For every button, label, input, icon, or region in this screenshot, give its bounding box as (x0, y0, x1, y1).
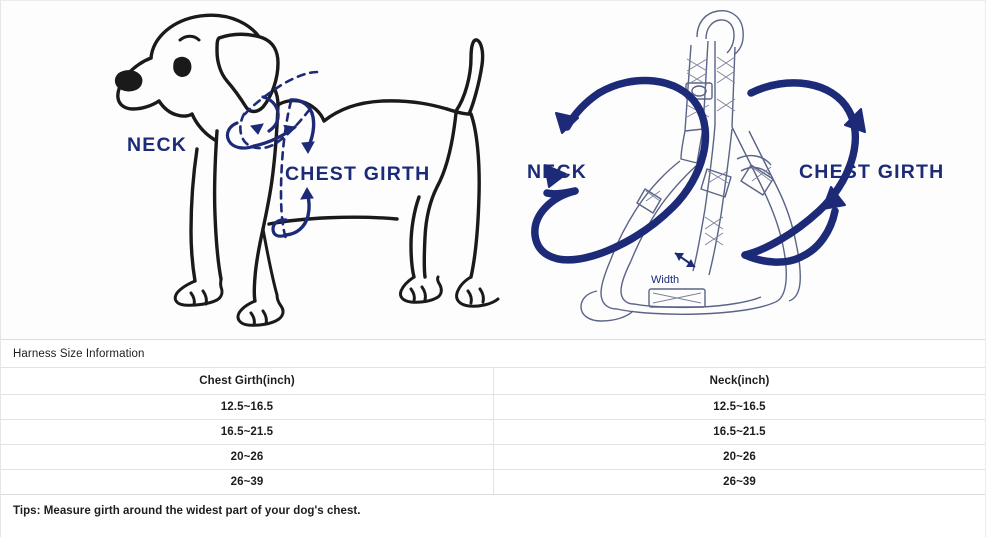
chest-arrow-lower-head (300, 186, 314, 200)
chest-loop-arrow-head-down (844, 108, 866, 133)
illustration-band: NECK CHEST GIRTH (1, 1, 985, 339)
table-title-row: Harness Size Information (1, 339, 985, 367)
neck-arrow-loop (225, 121, 256, 150)
chest-arrow-lower (284, 191, 311, 237)
neck-loop-arrow-head-up (544, 164, 567, 188)
chest-arrow-upper-head (301, 141, 315, 155)
harness-chest-label: CHEST GIRTH (799, 161, 944, 183)
table-row: 16.5~21.5 16.5~21.5 (1, 419, 985, 444)
neck-loop-arrow-tail2 (543, 187, 579, 198)
neck-loop-arrow (531, 76, 710, 264)
cell-neck: 20~26 (493, 445, 985, 469)
neck-arrow-head (283, 124, 297, 136)
cell-neck: 12.5~16.5 (493, 395, 985, 419)
dog-neck-label: NECK (127, 134, 187, 156)
neck-measure-dashed-line (239, 103, 315, 150)
width-label: Width (651, 274, 679, 286)
dog-outline (116, 13, 485, 303)
chest-arrow-belly-loop (271, 218, 288, 238)
harness-measurement-illustration: Width NECK CHEST GIRTH (501, 1, 985, 339)
cell-chest-girth: 20~26 (230, 451, 264, 463)
harness-neck-label: NECK (527, 161, 587, 183)
table-row: 12.5~16.5 12.5~16.5 (1, 394, 985, 419)
cell-chest-girth: 16.5~21.5 (220, 426, 274, 438)
dog-rear-paws (399, 275, 500, 308)
dog-chest-label: CHEST GIRTH (285, 163, 430, 185)
dog-brow (178, 34, 201, 42)
table-row: 20~26 20~26 (1, 444, 985, 469)
table-header-row: Chest Girth(inch) Neck(inch) (1, 367, 985, 394)
width-arrow-head-b (686, 259, 695, 267)
dog-paws (173, 227, 285, 327)
chest-loop-arrow-bottom (741, 207, 839, 266)
chest-measure-dashed-line (279, 99, 293, 241)
cell-neck: 26~39 (493, 470, 985, 494)
dog-eye-icon (173, 56, 192, 77)
column-header-chest-girth: Chest Girth(inch) (199, 375, 295, 387)
neck-arrow-head-2 (250, 123, 264, 135)
column-header-neck: Neck(inch) (493, 368, 985, 394)
width-arrow-head-a (675, 253, 684, 261)
chest-loop-arrow (741, 79, 860, 259)
neck-measure-dashed-line-top (243, 70, 319, 116)
table-title: Harness Size Information (13, 347, 145, 360)
tips-text: Tips: Measure girth around the widest pa… (13, 504, 361, 517)
chest-loop-arrow-head-up (822, 186, 846, 210)
neck-arrow-loop-2 (261, 95, 280, 133)
cell-chest-girth: 12.5~16.5 (220, 401, 274, 413)
cell-chest-girth: 26~39 (230, 476, 264, 488)
table-tips-row: Tips: Measure girth around the widest pa… (1, 494, 985, 526)
dog-nose-icon (114, 70, 143, 92)
harness-stitching (645, 56, 772, 304)
neck-loop-arrow-tail (563, 89, 603, 131)
chest-arrow-upper (289, 98, 316, 150)
cell-neck: 16.5~21.5 (493, 420, 985, 444)
dog-ear (215, 32, 280, 114)
harness-size-table: Harness Size Information Chest Girth(inc… (1, 339, 985, 537)
dog-measurement-illustration: NECK CHEST GIRTH (1, 1, 501, 339)
harness-webbing (580, 10, 801, 322)
table-row: 26~39 26~39 (1, 469, 985, 494)
